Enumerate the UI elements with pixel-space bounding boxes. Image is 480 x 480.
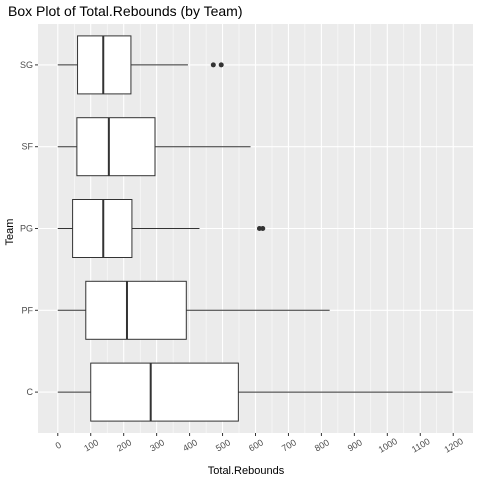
box-pf <box>57 280 330 340</box>
x-tick-label: 200 <box>115 437 133 453</box>
x-axis-title: Total.Rebounds <box>208 465 285 477</box>
x-tick-label: 700 <box>280 437 298 453</box>
box-pg <box>57 199 266 258</box>
outlier-point <box>260 226 266 231</box>
y-tick-label: SG <box>20 60 33 70</box>
x-tick-label: 600 <box>247 437 265 453</box>
x-tick-label: 1100 <box>410 436 432 454</box>
x-tick-label: 1200 <box>443 436 465 455</box>
x-tick-label: 1000 <box>377 436 399 455</box>
box-c <box>57 362 453 422</box>
y-axis-title: Team <box>4 219 16 246</box>
outlier-point <box>210 62 216 68</box>
chart-title: Box Plot of Total.Rebounds (by Team) <box>8 3 243 19</box>
y-tick-label: PG <box>20 224 33 234</box>
x-tick-label: 900 <box>346 437 364 453</box>
x-tick-label: 500 <box>214 437 232 453</box>
outlier-point <box>218 62 224 68</box>
box-iqr <box>90 362 239 422</box>
box-iqr <box>76 117 156 177</box>
y-tick-label: PF <box>21 305 33 315</box>
y-tick-label: SF <box>21 142 33 152</box>
x-tick-label: 300 <box>148 437 166 453</box>
box-sf <box>57 117 251 177</box>
x-tick-label: 400 <box>181 437 199 453</box>
x-tick-label: 100 <box>82 437 100 453</box>
y-tick-label: C <box>27 387 34 397</box>
box-sg <box>57 35 224 95</box>
box-layer <box>57 35 453 422</box>
box-iqr <box>85 280 187 340</box>
x-tick-label: 0 <box>54 440 63 451</box>
x-tick-label: 800 <box>313 437 331 453</box>
